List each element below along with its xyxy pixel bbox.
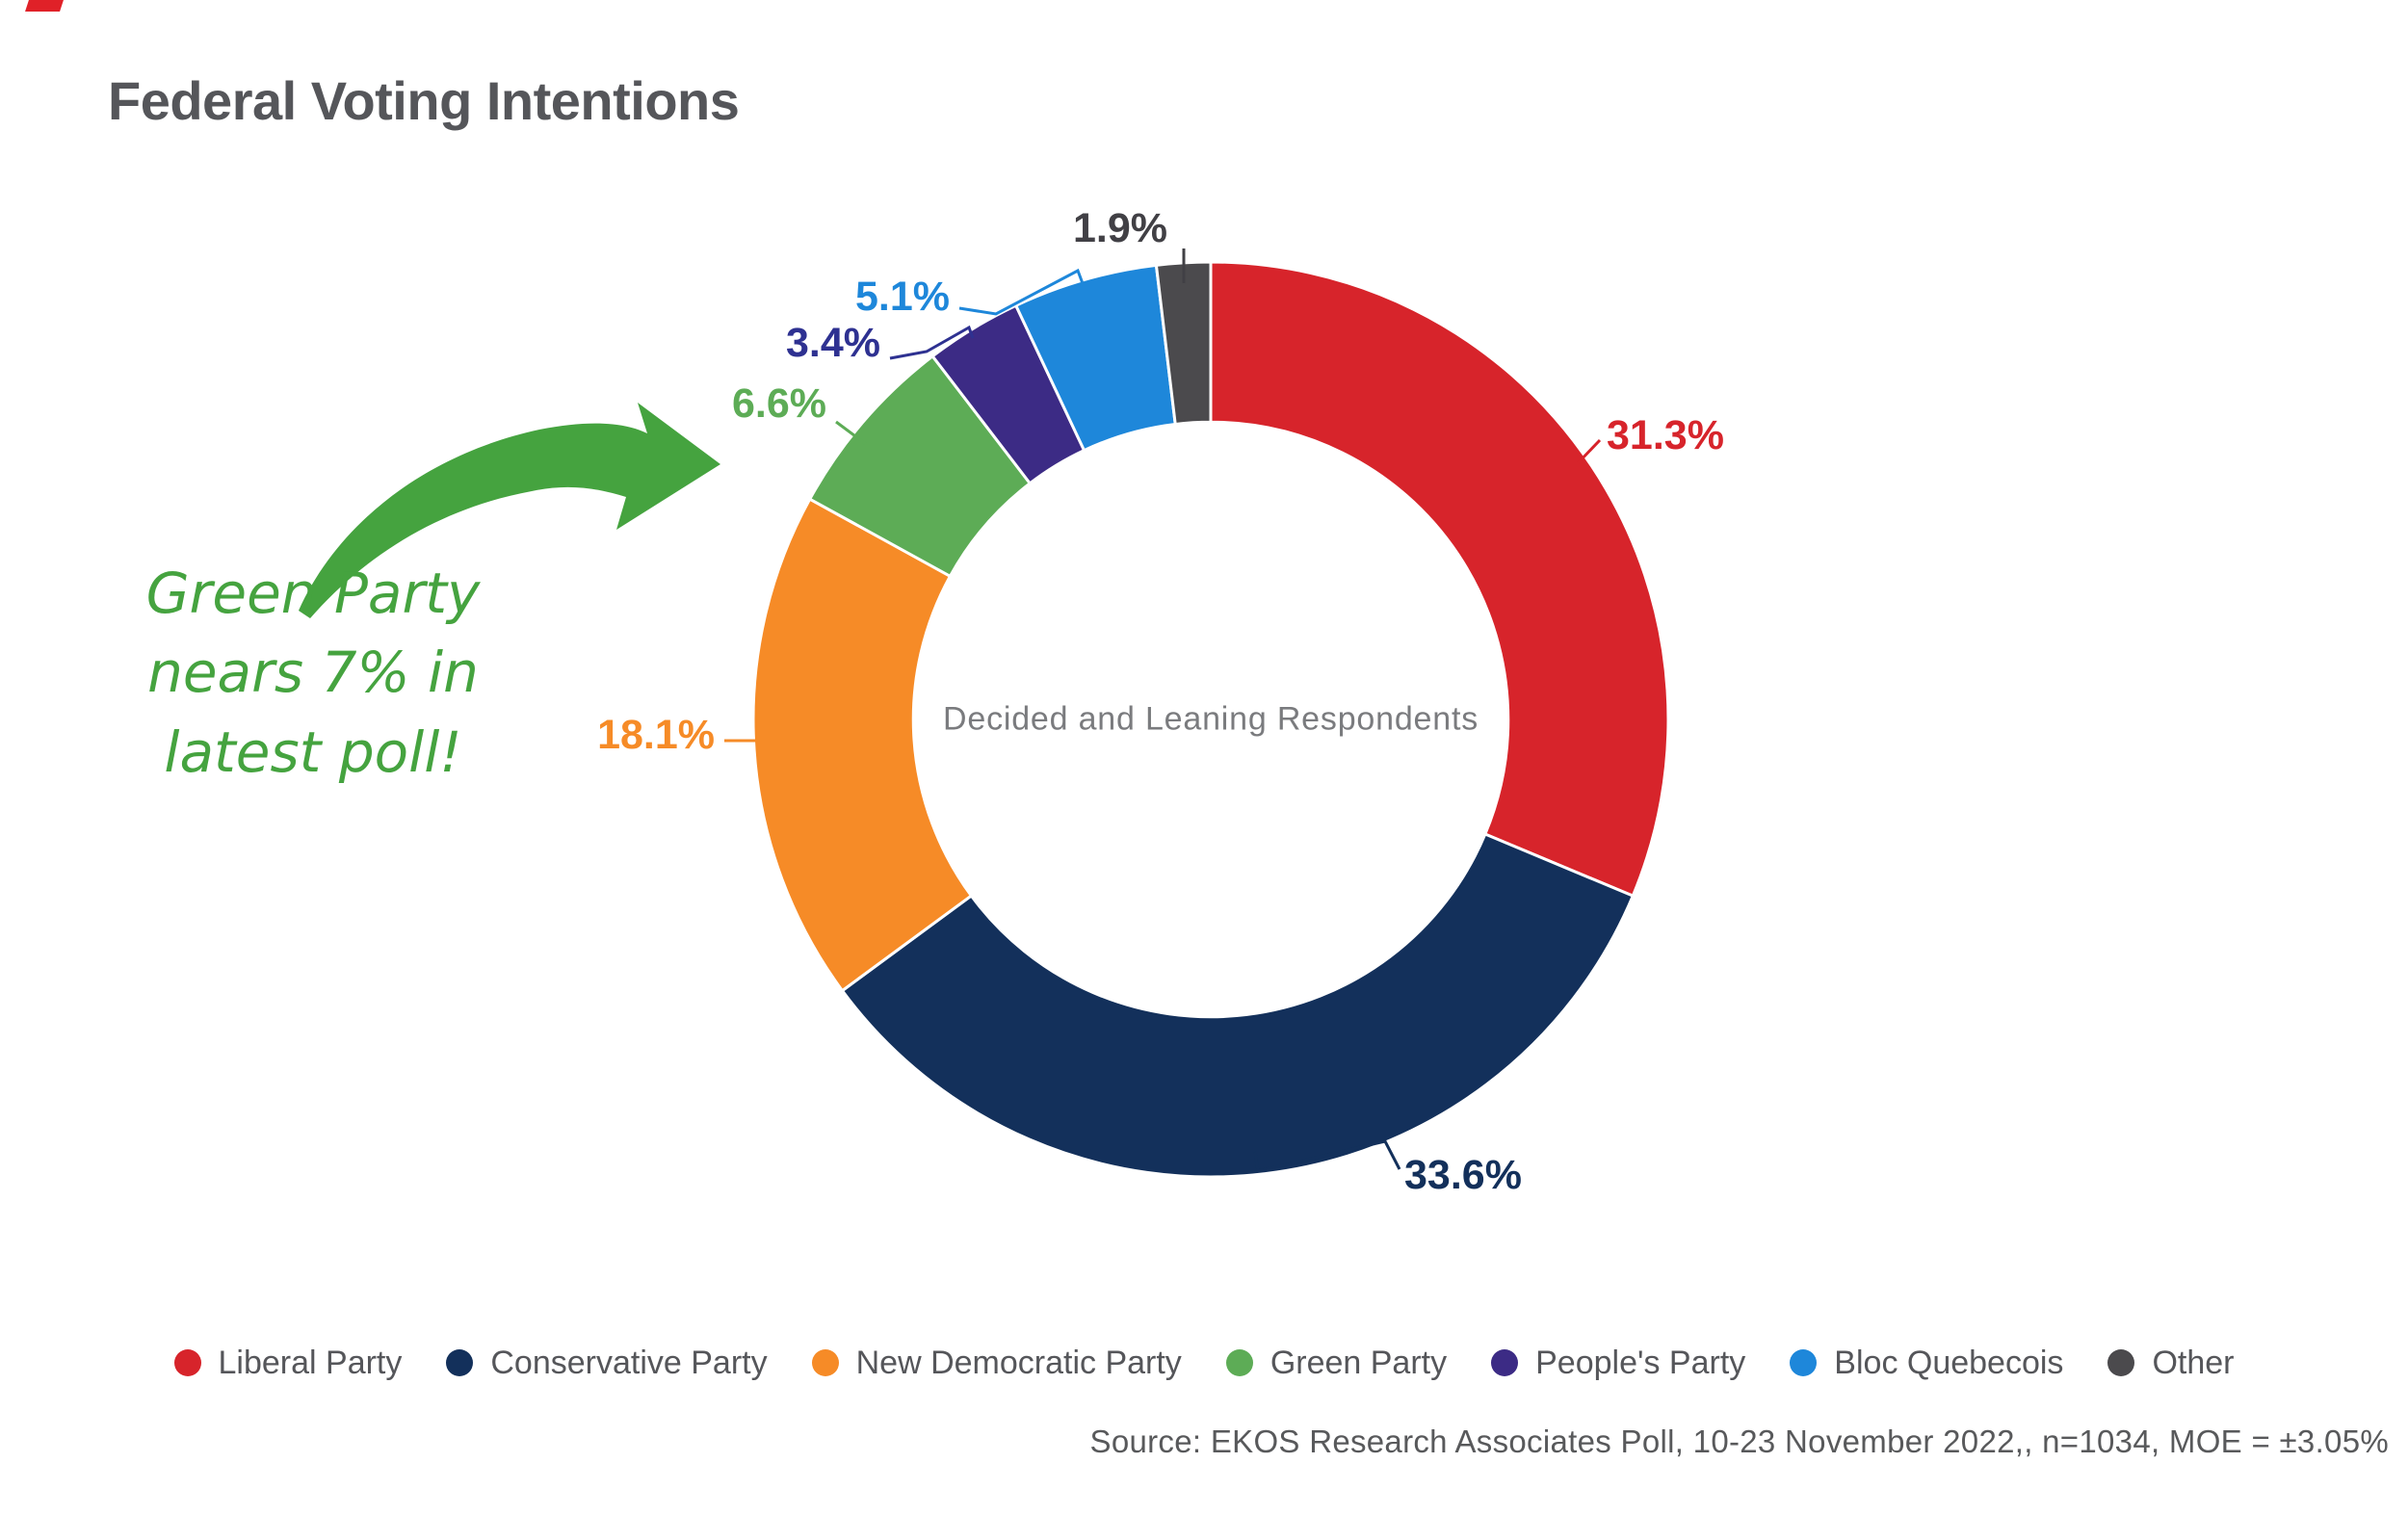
green-arrow-icon — [299, 403, 720, 618]
legend-item: Green Party — [1225, 1344, 1448, 1382]
slice-value-label: 33.6% — [1404, 1152, 1522, 1198]
handwritten-annotation: Green Party nears 7% in latest poll! — [82, 554, 544, 792]
chart-title: Federal Voting Intentions — [108, 70, 740, 131]
leader-line — [1576, 438, 1602, 465]
legend-label: Bloc Quebecois — [1834, 1344, 2064, 1381]
legend-swatch — [446, 1349, 474, 1376]
legend-item: New Democratic Party — [811, 1344, 1182, 1382]
legend-label: Liberal Party — [218, 1344, 403, 1381]
annotation-line: latest poll! — [164, 718, 462, 785]
legend-item: Other — [2107, 1345, 2234, 1382]
legend-swatch — [2107, 1349, 2135, 1376]
legend-item: Bloc Quebecois — [1790, 1345, 2063, 1382]
label-leader-lines — [724, 248, 1602, 1173]
legend-item: People's Party — [1491, 1345, 1745, 1382]
leader-line — [958, 268, 1086, 316]
slice-value-label: 6.6% — [732, 380, 826, 427]
legend-label: Other — [2152, 1344, 2235, 1381]
legend-swatch — [811, 1349, 839, 1376]
legend-item: Conservative Party — [446, 1344, 768, 1382]
donut-center-label: Decided and Leaning Respondents — [943, 700, 1479, 738]
legend-label: Green Party — [1269, 1344, 1448, 1381]
slice-value-label: 3.4% — [786, 320, 880, 366]
legend-label: People's Party — [1535, 1344, 1746, 1381]
donut-slices — [751, 260, 1670, 1179]
legend: Liberal Party Conservative Party New Democ… — [0, 1334, 2408, 1392]
slice-value-label: 31.3% — [1607, 412, 1724, 458]
leader-line — [1253, 1139, 1401, 1173]
slice-value-label: 1.9% — [1073, 205, 1167, 251]
slice-value-label: 18.1% — [597, 712, 715, 758]
legend-item: Liberal Party — [173, 1344, 403, 1382]
legend-label: New Democratic Party — [855, 1344, 1182, 1381]
legend-swatch — [173, 1349, 201, 1376]
slice-conservative-party — [840, 832, 1636, 1179]
legend-label: Conservative Party — [490, 1344, 768, 1381]
legend-swatch — [1225, 1349, 1253, 1376]
slice-liberal-party — [1209, 260, 1670, 899]
legend-swatch — [1790, 1349, 1818, 1376]
annotation-line: nears 7% in — [147, 640, 479, 706]
leader-line — [889, 325, 975, 360]
slice-other — [1154, 260, 1213, 427]
slice-new-democratic-party — [751, 497, 974, 993]
slice-value-label: 5.1% — [855, 274, 950, 320]
slice-value-labels: 31.3% 33.6% 18.1% 6.6% 3.4%5.1% 1.9% — [597, 205, 1724, 1198]
leader-line — [835, 420, 867, 446]
annotation-line: Green Party — [145, 561, 481, 626]
legend-swatch — [1491, 1349, 1519, 1376]
source-note: Source: EKOS Research Associates Poll, 1… — [1089, 1424, 2389, 1459]
